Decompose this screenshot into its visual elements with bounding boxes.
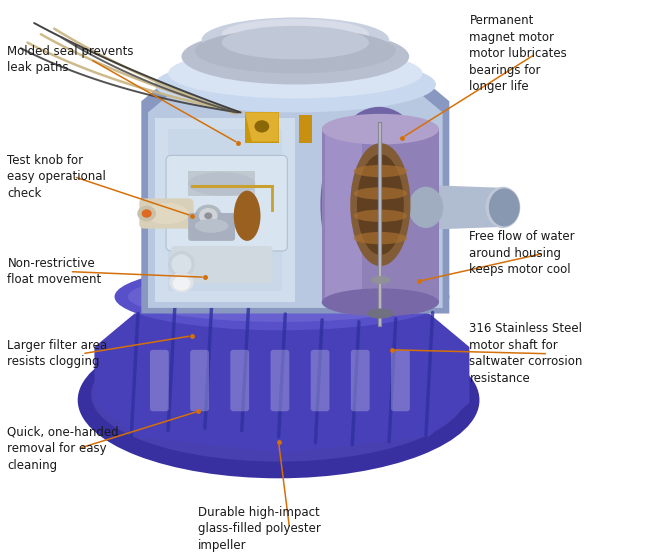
Ellipse shape [155, 57, 436, 113]
FancyBboxPatch shape [351, 350, 370, 411]
FancyBboxPatch shape [150, 350, 169, 411]
Ellipse shape [234, 190, 260, 241]
Ellipse shape [91, 328, 466, 461]
Text: Larger filter area
resists clogging: Larger filter area resists clogging [7, 339, 107, 368]
Ellipse shape [321, 107, 437, 302]
Ellipse shape [489, 188, 519, 226]
Ellipse shape [367, 309, 394, 319]
Text: Test knob for
easy operational
check: Test knob for easy operational check [7, 153, 106, 200]
Ellipse shape [170, 272, 193, 292]
Ellipse shape [188, 172, 255, 195]
Ellipse shape [181, 29, 409, 85]
Polygon shape [325, 135, 362, 297]
Ellipse shape [357, 155, 404, 255]
FancyBboxPatch shape [140, 198, 193, 228]
Ellipse shape [201, 17, 389, 62]
Ellipse shape [138, 206, 156, 221]
Ellipse shape [370, 276, 391, 284]
Text: Durable high-impact
glass-filled polyester
impeller: Durable high-impact glass-filled polyest… [198, 506, 321, 552]
FancyBboxPatch shape [188, 213, 235, 241]
Polygon shape [168, 129, 282, 291]
Polygon shape [322, 129, 440, 302]
Polygon shape [188, 171, 255, 196]
Polygon shape [245, 113, 278, 142]
FancyBboxPatch shape [190, 350, 209, 411]
Ellipse shape [221, 26, 369, 59]
Text: Molded seal prevents
leak paths: Molded seal prevents leak paths [7, 45, 134, 74]
Text: Free flow of water
around housing
keeps motor cool: Free flow of water around housing keeps … [470, 230, 575, 276]
Ellipse shape [142, 209, 152, 218]
Ellipse shape [409, 186, 444, 228]
Ellipse shape [254, 120, 269, 133]
Ellipse shape [354, 209, 407, 222]
Polygon shape [142, 73, 450, 314]
Ellipse shape [115, 263, 450, 330]
Ellipse shape [195, 204, 221, 227]
Ellipse shape [195, 29, 396, 73]
Ellipse shape [204, 212, 212, 219]
Ellipse shape [168, 48, 423, 99]
FancyBboxPatch shape [270, 350, 289, 411]
Ellipse shape [168, 251, 195, 278]
Text: Non-restrictive
float movement: Non-restrictive float movement [7, 257, 101, 286]
Ellipse shape [78, 322, 480, 478]
FancyBboxPatch shape [166, 156, 287, 251]
Ellipse shape [354, 232, 407, 244]
Ellipse shape [221, 19, 369, 50]
Ellipse shape [350, 143, 411, 266]
Ellipse shape [172, 254, 191, 274]
Ellipse shape [145, 203, 189, 224]
Polygon shape [299, 115, 312, 143]
Polygon shape [95, 291, 470, 453]
Ellipse shape [322, 114, 439, 144]
Polygon shape [426, 185, 503, 230]
FancyBboxPatch shape [230, 350, 249, 411]
Text: Permanent
magnet motor
motor lubricates
bearings for
longer life: Permanent magnet motor motor lubricates … [470, 14, 567, 94]
Ellipse shape [354, 187, 407, 199]
Ellipse shape [199, 208, 217, 223]
FancyBboxPatch shape [171, 246, 272, 283]
Ellipse shape [195, 219, 228, 233]
Ellipse shape [354, 165, 407, 177]
Text: Quick, one-handed
removal for easy
cleaning: Quick, one-handed removal for easy clean… [7, 426, 119, 472]
Ellipse shape [486, 186, 520, 228]
Ellipse shape [173, 276, 190, 291]
Polygon shape [155, 118, 295, 302]
Ellipse shape [322, 288, 439, 316]
Text: 316 Stainless Steel
motor shaft for
saltwater corrosion
resistance: 316 Stainless Steel motor shaft for salt… [470, 323, 583, 385]
Polygon shape [148, 85, 443, 308]
Ellipse shape [128, 272, 436, 322]
FancyBboxPatch shape [311, 350, 329, 411]
Polygon shape [245, 113, 278, 143]
FancyBboxPatch shape [391, 350, 410, 411]
